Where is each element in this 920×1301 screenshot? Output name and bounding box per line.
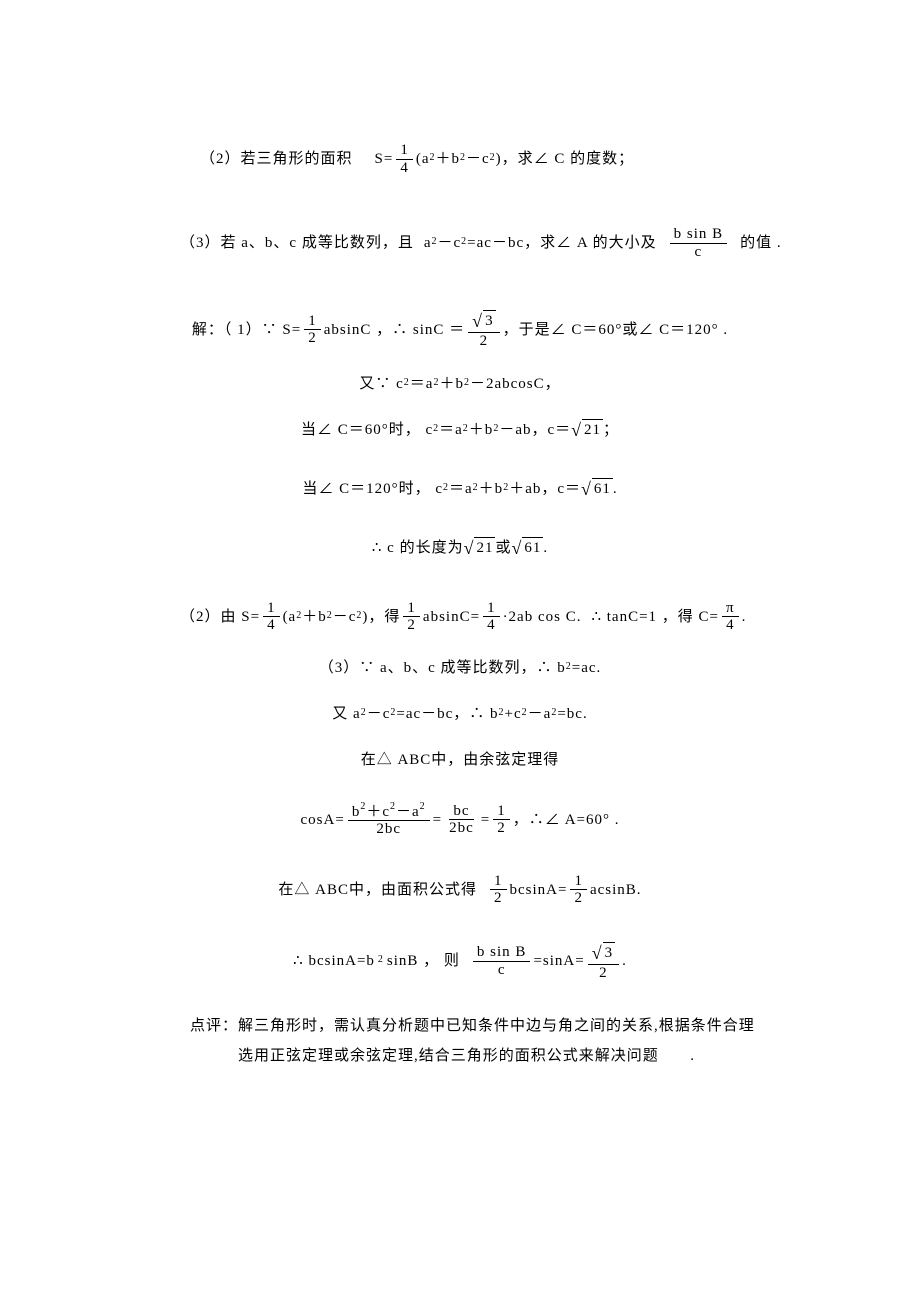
commentary-line1: 点评：解三角形时，需认真分析题中已知条件中边与角之间的关系,根据条件合理 (190, 1011, 760, 1041)
frac-bsinB-c-2: b sin B c (473, 944, 531, 978)
frac-half-b: 1 2 (403, 600, 420, 634)
frac-half-c: 1 2 (490, 873, 507, 907)
sqrt-3-icon: 3 (472, 310, 495, 332)
therefore-c: ∴ c 的长度为 21 或 61 . (60, 536, 860, 560)
page: （2）若三角形的面积 S= 1 4 (a2 ＋b2 －c2 ) ，求∠ C 的度… (0, 0, 920, 1151)
part-2: （2）由 S= 1 4 (a2 ＋b2 －c2 ) ，得 1 2 absinC=… (60, 600, 860, 634)
sqrt-21-icon: 21 (571, 419, 603, 441)
part-3a: （3）∵ a、b、c 成等比数列，∴ b2 =ac. (60, 656, 860, 680)
commentary: 点评：解三角形时，需认真分析题中已知条件中边与角之间的关系,根据条件合理 选用正… (60, 1011, 860, 1071)
frac-1-4b: 1 4 (263, 600, 280, 634)
sqrt-21b-icon: 21 (464, 537, 496, 559)
frac-half: 1 2 (304, 313, 321, 347)
frac-1-4: 1 4 (396, 142, 413, 176)
frac-pi-4: π 4 (722, 600, 739, 634)
part-3c: 在△ ABC中，由余弦定理得 (60, 748, 860, 772)
area-formula: 在△ ABC中，由面积公式得 1 2 bcsinA= 1 2 acsinB. (60, 873, 860, 907)
cosA-line: cosA= b2＋c2－a2 2bc = bc 2bc = 1 2 ，∴∠ A=… (60, 802, 860, 838)
frac-half-d: 1 2 (570, 873, 587, 907)
lparen: (a (416, 147, 430, 171)
solution-1: 解：（ 1）∵ S= 1 2 absinC ，∴ sinC ＝ 3 2 ，于是∠… (60, 310, 860, 350)
sqrt-3b-icon: 3 (592, 942, 615, 964)
frac-cosA: b2＋c2－a2 2bc (348, 802, 430, 838)
frac-1-2: 1 2 (493, 803, 510, 837)
frac-bsinB-c: b sin B c (670, 226, 728, 260)
final-line: ∴ bcsinA=b 2 sinB ， 则 b sin B c =sinA= 3… (60, 942, 860, 982)
frac-root3-2: 3 2 (468, 310, 499, 350)
sqrt-61-icon: 61 (581, 478, 613, 500)
q2-prefix: （2）若三角形的面积 (200, 147, 353, 171)
sqrt-61b-icon: 61 (511, 537, 543, 559)
q2-tail: ，求∠ C 的度数； (502, 147, 635, 171)
frac-1-4c: 1 4 (483, 600, 500, 634)
question-3: （3）若 a、b、c 成等比数列，且 a2 －c2 =ac－bc，求∠ A 的大… (60, 226, 860, 260)
frac-bc-2bc: bc 2bc (445, 803, 478, 837)
part-3b: 又 a2 －c2 =ac－bc，∴ b2 +c2 －a2 =bc. (60, 702, 860, 726)
question-2: （2）若三角形的面积 S= 1 4 (a2 ＋b2 －c2 ) ，求∠ C 的度… (60, 142, 860, 176)
S-equals: S= (375, 147, 394, 171)
case-120: 当∠ C＝120°时， c2 ＝a2 ＋b2 ＋ab，c＝ 61 . (60, 477, 860, 501)
cos-law: 又∵ c2 ＝a2 ＋b2 －2abcosC， (60, 372, 860, 396)
case-60: 当∠ C＝60°时， c2 ＝a2 ＋b2 －ab，c＝ 21 ； (60, 418, 860, 442)
commentary-line2: 选用正弦定理或余弦定理,结合三角形的面积公式来解决问题 . (190, 1041, 760, 1071)
frac-root3-2b: 3 2 (588, 942, 619, 982)
